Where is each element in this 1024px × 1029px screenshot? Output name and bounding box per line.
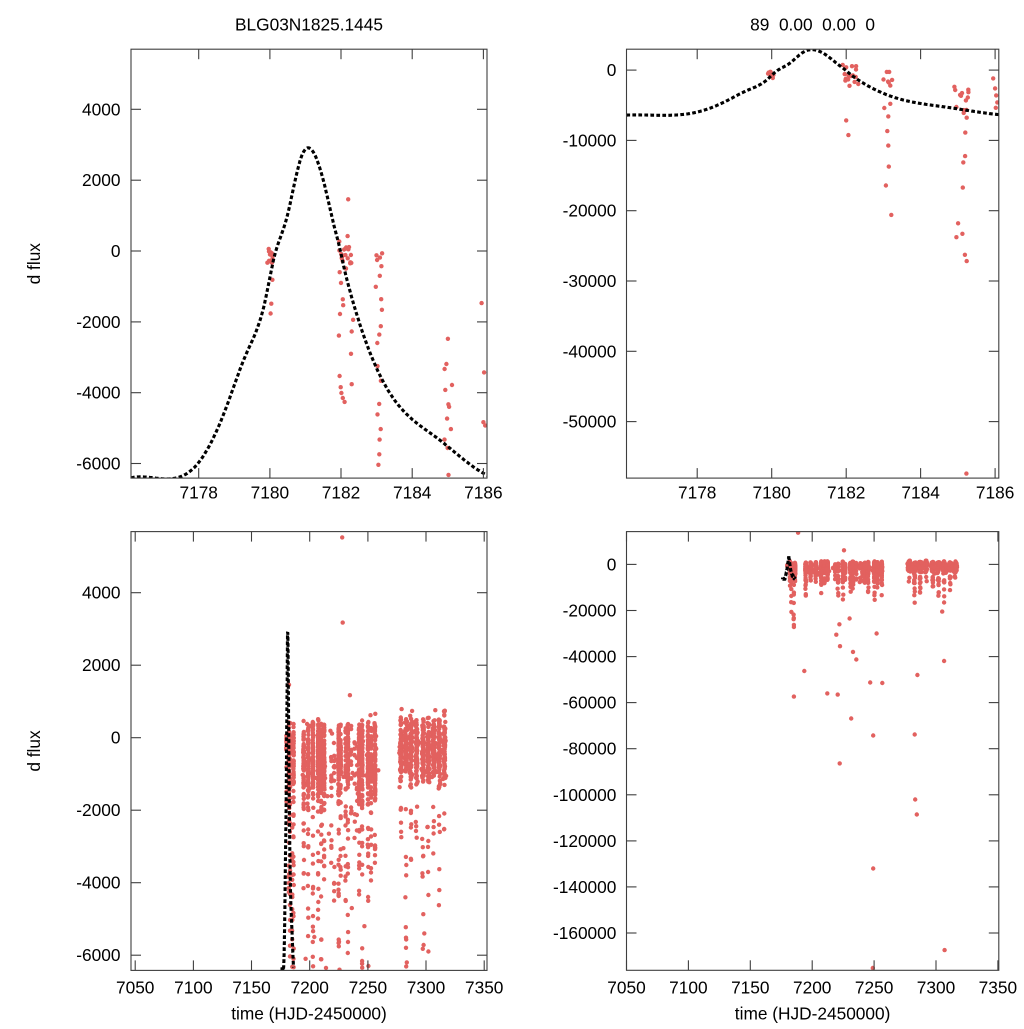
svg-text:7350: 7350: [979, 978, 1017, 998]
svg-text:7178: 7178: [678, 483, 716, 503]
svg-text:7184: 7184: [901, 483, 940, 503]
svg-text:-160000: -160000: [553, 923, 616, 943]
svg-text:-4000: -4000: [76, 383, 120, 403]
svg-text:d flux: d flux: [24, 243, 44, 285]
svg-text:-40000: -40000: [563, 341, 617, 361]
svg-text:2000: 2000: [82, 170, 120, 190]
svg-text:-10000: -10000: [563, 130, 617, 150]
svg-text:7150: 7150: [232, 978, 270, 998]
svg-text:time (HJD-2450000): time (HJD-2450000): [231, 1004, 387, 1024]
svg-text:7178: 7178: [179, 483, 217, 503]
svg-text:7182: 7182: [322, 483, 360, 503]
svg-text:7300: 7300: [917, 978, 955, 998]
svg-text:7100: 7100: [174, 978, 212, 998]
svg-text:time (HJD-2450000): time (HJD-2450000): [735, 1004, 891, 1024]
svg-text:7250: 7250: [349, 978, 387, 998]
svg-text:d flux: d flux: [24, 730, 44, 772]
svg-text:0: 0: [607, 554, 617, 574]
svg-text:7180: 7180: [251, 483, 289, 503]
svg-text:-30000: -30000: [563, 271, 617, 291]
svg-text:-6000: -6000: [76, 945, 120, 965]
svg-text:-2000: -2000: [76, 312, 120, 332]
svg-text:7182: 7182: [827, 483, 865, 503]
svg-text:-50000: -50000: [563, 412, 617, 432]
svg-text:4000: 4000: [82, 99, 120, 119]
svg-text:7200: 7200: [793, 978, 831, 998]
svg-text:7300: 7300: [407, 978, 445, 998]
svg-text:7180: 7180: [752, 483, 790, 503]
svg-text:7186: 7186: [464, 483, 502, 503]
svg-text:7186: 7186: [976, 483, 1014, 503]
svg-text:-60000: -60000: [563, 693, 617, 713]
svg-text:7250: 7250: [855, 978, 893, 998]
svg-text:7200: 7200: [290, 978, 328, 998]
svg-text:-40000: -40000: [563, 647, 617, 667]
svg-text:7184: 7184: [393, 483, 432, 503]
svg-text:-20000: -20000: [563, 601, 617, 621]
svg-text:7100: 7100: [669, 978, 707, 998]
svg-text:0: 0: [111, 241, 121, 261]
svg-text:-4000: -4000: [76, 873, 120, 893]
svg-text:89 0.00 0.00 0: 89 0.00 0.00 0: [750, 14, 875, 34]
svg-text:7050: 7050: [116, 978, 154, 998]
svg-text:7050: 7050: [607, 978, 645, 998]
svg-text:4000: 4000: [82, 583, 120, 603]
svg-text:-120000: -120000: [553, 831, 616, 851]
svg-text:2000: 2000: [82, 655, 120, 675]
svg-text:-6000: -6000: [76, 454, 120, 474]
svg-text:BLG03N1825.1445: BLG03N1825.1445: [235, 14, 383, 34]
svg-text:-20000: -20000: [563, 201, 617, 221]
svg-text:-80000: -80000: [563, 739, 617, 759]
svg-text:0: 0: [607, 60, 617, 80]
svg-text:-2000: -2000: [76, 800, 120, 820]
svg-text:7350: 7350: [465, 978, 503, 998]
svg-text:-140000: -140000: [553, 877, 616, 897]
svg-text:-100000: -100000: [553, 785, 616, 805]
svg-text:7150: 7150: [731, 978, 769, 998]
svg-text:0: 0: [111, 728, 121, 748]
